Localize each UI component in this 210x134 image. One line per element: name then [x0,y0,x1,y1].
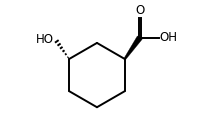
Polygon shape [124,36,142,60]
Text: HO: HO [36,33,54,46]
Text: OH: OH [160,31,178,44]
Text: O: O [135,4,144,17]
